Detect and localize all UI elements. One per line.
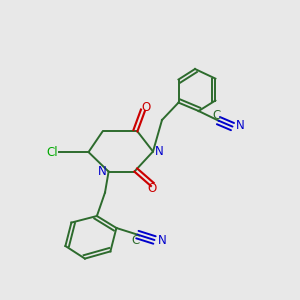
Text: O: O <box>142 101 151 114</box>
Text: N: N <box>154 145 164 158</box>
Text: N: N <box>98 165 107 178</box>
Text: C: C <box>132 234 140 247</box>
Text: Cl: Cl <box>46 146 58 159</box>
Text: N: N <box>236 118 245 132</box>
Text: C: C <box>213 109 221 122</box>
Text: O: O <box>148 182 157 195</box>
Text: N: N <box>158 233 167 247</box>
